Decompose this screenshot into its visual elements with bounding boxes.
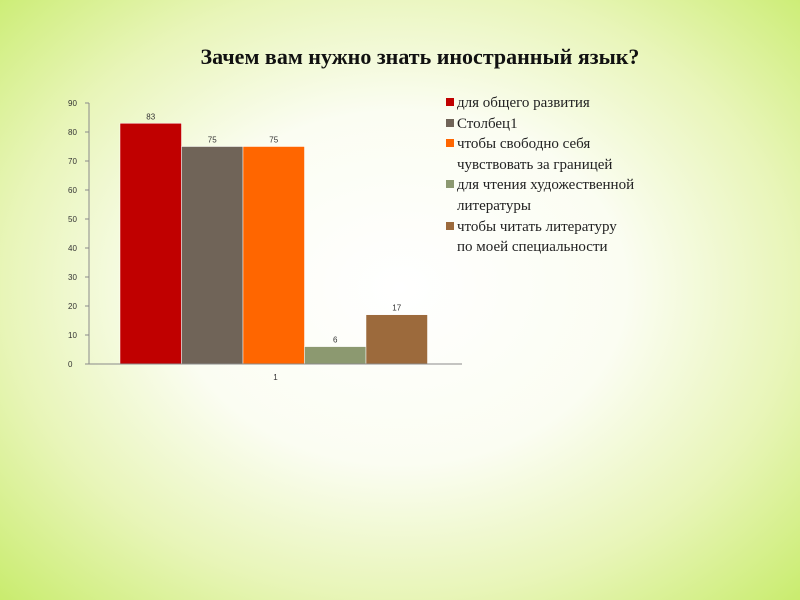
slide-title: Зачем вам нужно знать иностранный язык?: [200, 44, 640, 69]
data-label: 17: [392, 304, 401, 313]
bar: [181, 146, 244, 365]
legend-item: для общего развития: [446, 93, 636, 114]
y-tick-label: 10: [68, 331, 77, 340]
legend-item: чтобы читать литературу по моей специаль…: [446, 217, 636, 258]
y-tick-label: 80: [68, 128, 77, 137]
legend-label: для чтения художественной литературы: [457, 177, 635, 214]
legend-swatch: [446, 221, 454, 230]
y-tick-label: 20: [68, 302, 77, 311]
legend-swatch: [446, 118, 454, 127]
legend-label: чтобы свободно себя чувствовать за грани…: [457, 136, 613, 173]
y-tick-label: 60: [68, 186, 77, 195]
chart-legend: для общего развития Столбец1 чтобы свободн…: [446, 93, 636, 258]
legend-label: чтобы читать литературу по моей специаль…: [457, 218, 617, 256]
data-label: 6: [333, 336, 338, 345]
bar: [304, 346, 367, 365]
data-label: 75: [208, 136, 217, 145]
legend-item: Столбец1: [446, 114, 636, 135]
bar: [365, 314, 428, 365]
data-label: 83: [146, 112, 155, 121]
y-tick-label: 50: [68, 215, 77, 224]
legend-label: для общего развития: [457, 95, 590, 111]
y-tick-label: 0: [68, 360, 73, 369]
y-tick-label: 40: [68, 244, 77, 253]
bars: 83 75 75 6 17: [119, 112, 428, 365]
x-tick-label: 1: [273, 373, 278, 382]
legend-swatch: [446, 139, 454, 148]
legend-item: для чтения художественной литературы: [446, 175, 636, 216]
bar: [119, 123, 182, 365]
legend-swatch: [446, 180, 454, 189]
y-tick-label: 90: [68, 99, 77, 108]
legend-swatch: [446, 98, 454, 106]
y-tick-label: 30: [68, 273, 77, 282]
data-label: 75: [269, 136, 278, 145]
y-tick-label: 70: [68, 157, 77, 166]
legend-label: Столбец1: [457, 115, 518, 132]
bar: [242, 146, 305, 365]
legend-item: чтобы свободно себя чувствовать за грани…: [446, 134, 636, 175]
y-axis: 0 10 20 30 40 50 60 70 80 90: [68, 99, 90, 369]
x-axis: 1: [89, 363, 462, 382]
